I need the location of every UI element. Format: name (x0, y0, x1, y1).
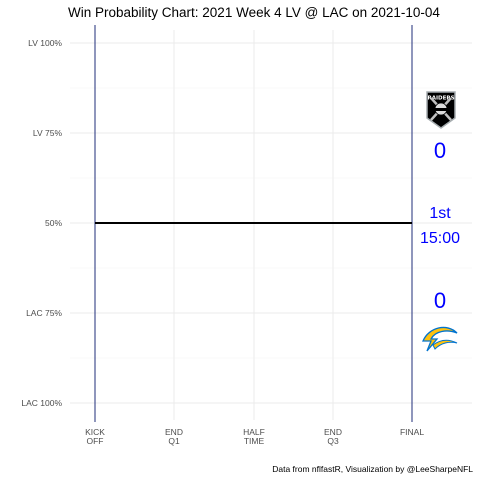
x-tick-label: TIME (244, 436, 265, 446)
quarter-label: 1st (429, 205, 451, 222)
x-tick-label: END (324, 427, 342, 437)
x-tick-label: Q3 (327, 436, 339, 446)
x-tick-label: HALF (243, 427, 265, 437)
raiders-logo: RAIDERS (426, 91, 456, 129)
x-tick-label: KICK (85, 427, 105, 437)
x-tick-label: OFF (87, 436, 104, 446)
y-tick-label: LV 75% (33, 128, 63, 138)
x-tick-label: END (165, 427, 183, 437)
away-score: 0 (434, 138, 446, 163)
chargers-logo (422, 326, 458, 352)
x-tick-label: Q1 (168, 436, 180, 446)
game-clock: 15:00 (420, 230, 460, 247)
y-axis: LV 100% LV 75% 50% LAC 75% LAC 100% (21, 38, 62, 408)
home-score: 0 (434, 288, 446, 313)
x-tick-label: FINAL (400, 427, 424, 437)
y-tick-label: LV 100% (28, 38, 62, 48)
y-tick-label: LAC 75% (26, 308, 62, 318)
y-tick-label: 50% (45, 218, 62, 228)
y-tick-label: LAC 100% (21, 398, 62, 408)
svg-text:RAIDERS: RAIDERS (427, 96, 454, 102)
chart-title: Win Probability Chart: 2021 Week 4 LV @ … (68, 5, 440, 20)
chart-caption: Data from nflfastR, Visualization by @Le… (272, 464, 473, 474)
